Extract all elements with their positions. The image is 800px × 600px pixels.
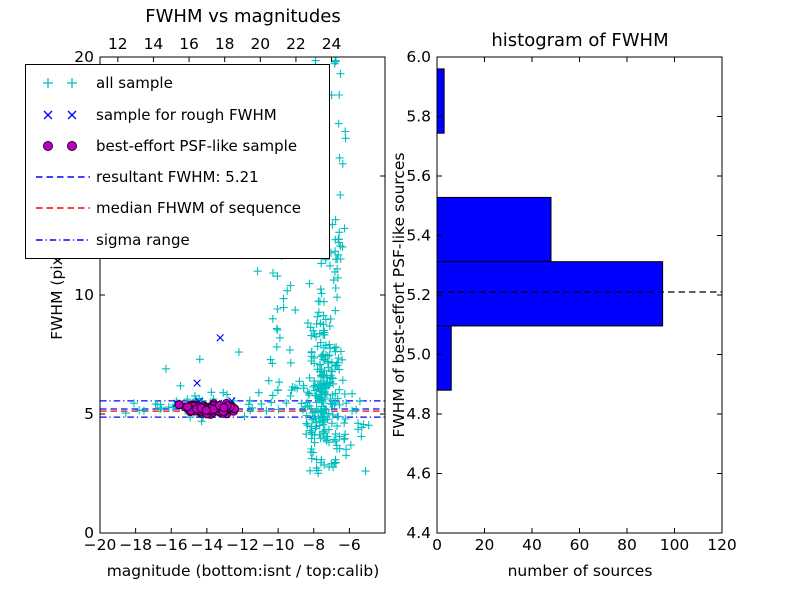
scatter-top-tick-label: 16 [179, 35, 199, 53]
histogram-plot-title: histogram of FWHM [491, 30, 669, 51]
scatter-y-tick-label: 0 [84, 524, 94, 542]
circle-marker-icon [43, 140, 77, 151]
scatter-y-tick-label: 5 [84, 405, 94, 423]
histogram-x-tick-label: 20 [475, 536, 495, 554]
histogram-y-tick-label: 5.0 [406, 346, 431, 364]
scatter-data [121, 57, 373, 478]
scatter-axes: −20 −18 −16 −14 −12 −10 −8 −6 12 14 16 18 20 22 24 0 5 10… [74, 35, 386, 554]
scatter-x-tick-label: −20 [84, 536, 117, 554]
histogram-y-tick-label: 5.4 [406, 227, 431, 245]
legend-item-sample-for-rough-fwhm: sample for rough FWHM [26, 100, 329, 130]
histogram-x-tick-label: 0 [432, 536, 442, 554]
legend-item-sigma-range: sigma range [26, 225, 329, 255]
histogram-x-tick-label: 100 [660, 536, 690, 554]
legend-item-all-sample: all sample [26, 68, 329, 98]
histogram-y-tick-label: 4.8 [406, 405, 431, 423]
scatter-top-tick-label: 22 [286, 35, 306, 53]
legend-item-best-effort-psf-like-sample: best-effort PSF-like sample [26, 131, 329, 161]
histogram-x-tick-label: 80 [617, 536, 637, 554]
histogram-y-axis-label: FWHM of best-effort PSF-like sources [390, 152, 408, 438]
histogram-y-tick-label: 4.6 [406, 465, 431, 483]
histogram-x-tick-label: 120 [707, 536, 737, 554]
scatter-top-tick-label: 12 [108, 35, 128, 53]
legend-item-resultant-fwhm-5-21: resultant FWHM: 5.21 [26, 162, 329, 192]
series-best-effort-psf-like-sample [174, 398, 240, 419]
histogram-bar [437, 261, 664, 327]
legend: all sample sample for rough FWHM best-effo… [25, 64, 330, 259]
legend-item-label: resultant FWHM: 5.21 [96, 168, 259, 187]
scatter-x-axis-label: magnitude (bottom:isnt / top:calib) [106, 562, 380, 580]
dashdot-marker-icon [36, 238, 90, 241]
scatter-y-tick-label: 20 [74, 48, 94, 66]
histogram-y-tick-label: 5.6 [406, 167, 431, 185]
histogram-bar [437, 68, 445, 134]
scatter-y-tick-label: 10 [74, 286, 94, 304]
legend-item-median-fhwm-of-sequence: median FHWM of sequence [26, 193, 329, 223]
scatter-top-tick-label: 20 [250, 35, 270, 53]
scatter-x-tick-label: −18 [119, 536, 152, 554]
histogram-y-tick-label: 5.8 [406, 108, 431, 126]
scatter-top-tick-label: 14 [144, 35, 164, 53]
series-all-sample [121, 57, 373, 478]
dashed-marker-icon [36, 176, 90, 178]
legend-item-label: sample for rough FWHM [96, 105, 277, 124]
scatter-x-tick-label: −10 [262, 536, 295, 554]
histogram-x-tick-label: 40 [522, 536, 542, 554]
scatter-top-tick-label: 18 [215, 35, 235, 53]
scatter-x-tick-label: −14 [191, 536, 224, 554]
dashed-marker-icon [36, 207, 90, 210]
x-marker-icon [43, 110, 77, 120]
legend-item-label: all sample [96, 74, 173, 93]
histogram-bar [437, 196, 552, 263]
scatter-x-tick-label: −8 [302, 536, 325, 554]
legend-item-label: best-effort PSF-like sample [96, 136, 298, 155]
legend-item-label: median FHWM of sequence [96, 199, 301, 218]
histogram-x-tick-label: 60 [570, 536, 590, 554]
histogram-y-tick-label: 6.0 [406, 48, 431, 66]
legend-item-label: sigma range [96, 230, 190, 249]
histogram-axes: 0 20 40 60 80 100 120 4.4 4.6 4.8 5.0 5.2 5.4 5.6 5.8 6… [406, 48, 736, 554]
scatter-y-axis-label: FWHM (pix) [48, 250, 66, 340]
scatter-top-tick-label: 24 [322, 35, 342, 53]
histogram-bar [437, 325, 452, 391]
scatter-x-tick-label: −16 [155, 536, 188, 554]
histogram-bars [437, 68, 722, 391]
scatter-plot-title: FWHM vs magnitudes [145, 6, 341, 27]
histogram-y-tick-label: 4.4 [406, 524, 431, 542]
histogram-y-tick-label: 5.2 [406, 286, 431, 304]
plus-marker-icon [43, 78, 77, 89]
scatter-x-tick-label: −12 [226, 536, 259, 554]
scatter-x-tick-label: −6 [338, 536, 361, 554]
histogram-x-axis-label: number of sources [507, 562, 653, 580]
